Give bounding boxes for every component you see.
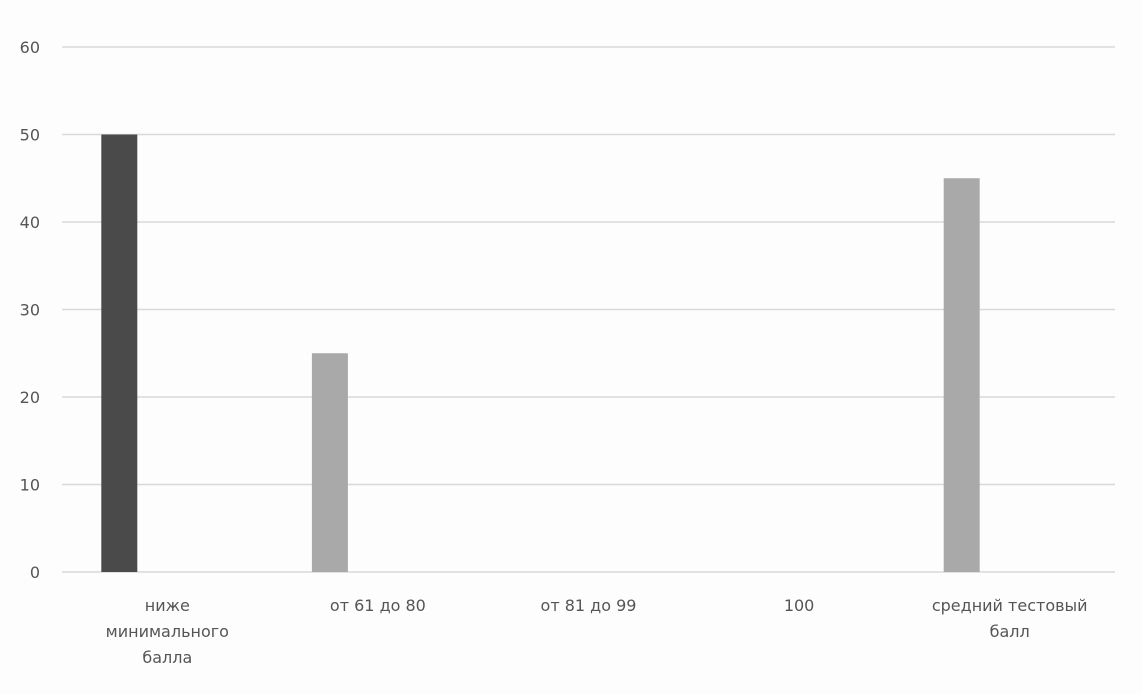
x-category-label-line: от 81 до 99 bbox=[541, 596, 637, 615]
y-tick-label: 40 bbox=[20, 213, 40, 232]
bar bbox=[311, 353, 348, 572]
x-category-label-line: ниже bbox=[145, 596, 190, 615]
y-tick-label: 20 bbox=[20, 388, 40, 407]
y-tick-label: 50 bbox=[20, 126, 40, 145]
x-category-label-line: 100 bbox=[784, 596, 815, 615]
x-category-label-line: средний тестовый bbox=[932, 596, 1088, 615]
y-tick-label: 60 bbox=[20, 38, 40, 57]
x-category-label-line: минимального bbox=[106, 622, 229, 641]
bars bbox=[101, 134, 980, 572]
x-category-label: от 81 до 99 bbox=[541, 596, 637, 615]
y-tick-label: 30 bbox=[20, 301, 40, 320]
y-tick-label: 10 bbox=[20, 476, 40, 495]
bar bbox=[101, 134, 138, 572]
x-category-label: ниже минимального балла bbox=[106, 596, 229, 667]
x-category-label: средний тестовый балл bbox=[932, 596, 1088, 641]
x-category-label: от 61 до 80 bbox=[330, 596, 426, 615]
y-axis-tick-labels: 0 10 20 30 40 50 60 bbox=[20, 38, 40, 582]
x-category-label-line: от 61 до 80 bbox=[330, 596, 426, 615]
x-category-label: 100 bbox=[784, 596, 815, 615]
x-category-label-line: балл bbox=[990, 622, 1030, 641]
x-category-label-line: балла bbox=[142, 648, 192, 667]
x-axis-category-labels: ниже минимального балла от 61 до 80 от 81 до… bbox=[106, 596, 1088, 667]
bar bbox=[943, 178, 980, 572]
y-tick-label: 0 bbox=[30, 563, 40, 582]
gridlines bbox=[62, 46, 1115, 573]
